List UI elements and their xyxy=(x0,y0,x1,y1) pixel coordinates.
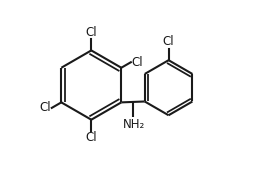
Text: Cl: Cl xyxy=(39,101,51,114)
Text: Cl: Cl xyxy=(85,26,97,39)
Text: Cl: Cl xyxy=(85,131,97,144)
Text: Cl: Cl xyxy=(163,35,174,49)
Text: Cl: Cl xyxy=(132,56,143,69)
Text: NH₂: NH₂ xyxy=(123,118,145,131)
